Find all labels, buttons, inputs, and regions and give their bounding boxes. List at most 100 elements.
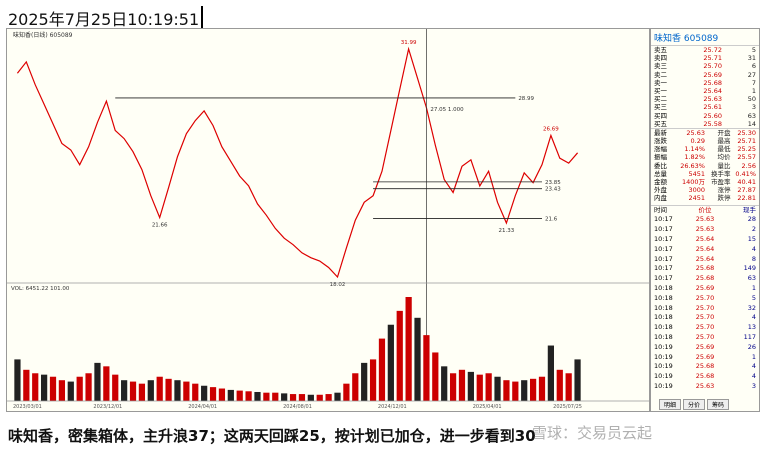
- volume-bar: [369, 359, 377, 401]
- trade-cell: 25.70: [695, 293, 715, 302]
- trade-cell: 10:18: [654, 313, 673, 322]
- book-cell: 卖二: [654, 70, 667, 79]
- volume-bar: [556, 369, 563, 401]
- volume-bar: [192, 383, 199, 401]
- trade-cell: 10:17: [654, 264, 673, 273]
- stats-row: 金额 1400万 市盈率 40.41: [651, 178, 759, 186]
- stats-cell: 1.82%: [684, 153, 705, 162]
- trade-cell: 25.69: [695, 342, 715, 351]
- trade-cell: 25.63: [695, 225, 715, 234]
- book-cell: 卖四: [654, 54, 667, 63]
- volume-bar: [94, 362, 101, 401]
- trade-row: 10:17 25.64 8: [651, 255, 759, 265]
- stats-cell: 外盘: [654, 186, 667, 195]
- tab[interactable]: 明细: [659, 399, 682, 410]
- trade-row: 10:19 25.69 1: [651, 353, 759, 363]
- volume-bar: [521, 380, 528, 401]
- volume-bar: [396, 310, 403, 401]
- book-cell: 买一: [654, 86, 667, 95]
- volume-bar: [298, 394, 306, 401]
- stats-cell: 26.63%: [680, 161, 705, 170]
- stock-name: 味知香: [654, 34, 682, 44]
- volume-bar: [414, 317, 421, 401]
- tab[interactable]: 筹码: [707, 399, 730, 410]
- volume-bar: [165, 378, 172, 401]
- book-cell: 卖三: [654, 62, 667, 71]
- date-label: 2024/12/01: [378, 404, 407, 410]
- volume-bar: [263, 392, 270, 401]
- volume-bar: [467, 371, 474, 401]
- trade-cell: 25.70: [695, 332, 715, 341]
- volume-bar: [103, 366, 110, 401]
- trade-row: 10:17 25.64 4: [651, 245, 759, 255]
- stats-cell: 5451: [688, 169, 705, 178]
- trade-cell: 25.63: [695, 215, 715, 224]
- stats-cell: 0.41%: [735, 169, 756, 178]
- volume-bar: [147, 380, 154, 401]
- trade-cell: 10:18: [654, 283, 673, 292]
- trade-cell: 10:17: [654, 254, 673, 263]
- trade-cell: 10:19: [654, 381, 673, 390]
- book-cell: 25.71: [703, 54, 722, 63]
- trade-cell: 15: [747, 234, 756, 243]
- trade-cell: 25.64: [695, 234, 715, 243]
- book-row: 卖三 25.70 6: [651, 62, 759, 70]
- book-row: 买二 25.63 50: [651, 95, 759, 103]
- tab[interactable]: 分价: [683, 399, 706, 410]
- stats-cell: 25.57: [737, 153, 756, 162]
- volume-bar: [209, 387, 217, 401]
- book-cell: 50: [747, 95, 756, 104]
- tabs: 明细 分价 筹码: [659, 399, 730, 410]
- trade-cell: 25.68: [695, 264, 715, 273]
- trade-row: 10:19 25.68 4: [651, 362, 759, 372]
- level-label: 28.99: [518, 96, 534, 102]
- trade-row: 10:18 25.70 5: [651, 294, 759, 304]
- watermark: 雪球：交易员云起: [532, 424, 653, 442]
- volume-bar: [361, 362, 368, 401]
- volume-bar: [387, 324, 394, 401]
- book-cell: 25.69: [703, 70, 722, 79]
- date-label: 2025/07/25: [553, 404, 582, 410]
- trade-cell: 1: [751, 283, 756, 292]
- trade-cell: 2: [751, 225, 756, 234]
- crosshair-label: 27.05 1.000: [430, 107, 464, 113]
- trade-cell: 10:18: [654, 293, 673, 302]
- stats-cell: 开盘: [717, 128, 731, 137]
- volume-bar: [23, 369, 30, 401]
- date-label: 2023/12/01: [93, 404, 122, 410]
- trade-cell: 25.63: [695, 381, 715, 390]
- stats-cell: 金额: [654, 178, 667, 186]
- volume-bar: [254, 391, 261, 401]
- book-cell: 25.60: [703, 111, 722, 120]
- price-label: 31.99: [401, 40, 417, 46]
- trade-cell: 25.70: [695, 303, 715, 312]
- stats-row: 涨跌 0.29 最高 25.71: [651, 137, 759, 145]
- trade-row: 10:17 25.63 2: [651, 225, 759, 235]
- book-cell: 7: [751, 78, 756, 87]
- trades-header: 时间 价位 现手: [651, 206, 759, 216]
- volume-bar: [343, 383, 350, 401]
- book-cell: 25.64: [703, 86, 722, 95]
- trade-row: 10:17 25.68 149: [651, 264, 759, 274]
- price-line: [16, 46, 579, 279]
- book-cell: 买五: [654, 119, 667, 128]
- book-cell: 5: [751, 46, 756, 54]
- trades: 时间 价位 现手 10:17 25.63 28 10:17 25.63 2 10:17 25.64 1…: [651, 204, 759, 392]
- book-cell: 买三: [654, 103, 667, 112]
- book-row: 买三 25.61 3: [651, 103, 759, 111]
- stats-row: 委比 26.63% 量比 2.56: [651, 162, 759, 170]
- trade-cell: 10:19: [654, 362, 673, 371]
- stats-cell: 27.87: [737, 186, 756, 195]
- stats-cell: 2451: [688, 194, 705, 203]
- stock-title: 味知香 605089: [651, 29, 759, 46]
- stats-cell: 量比: [717, 161, 731, 170]
- volume-bar: [432, 352, 439, 401]
- price-label: 21.33: [499, 228, 515, 234]
- volume-bar: [316, 394, 323, 401]
- trade-row: 10:17 25.68 63: [651, 274, 759, 284]
- stats-cell: 最高: [717, 137, 731, 146]
- trade-cell: 10:17: [654, 244, 673, 253]
- trade-cell: 25.68: [695, 274, 715, 283]
- volume-bar: [227, 389, 234, 401]
- trade-cell: 10:17: [654, 225, 673, 234]
